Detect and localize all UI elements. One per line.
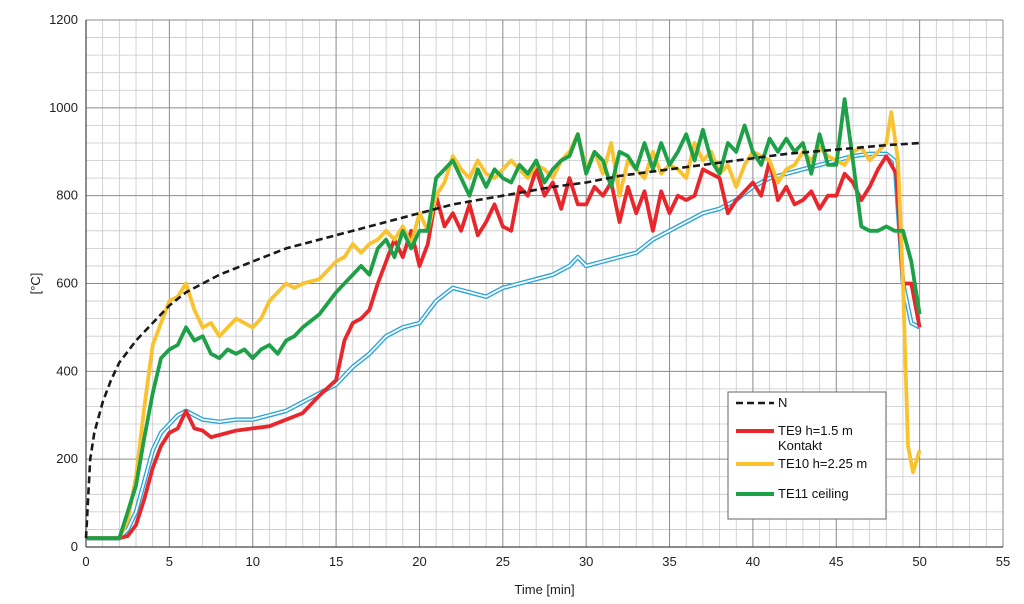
legend-label: TE10 h=2.25 m: [778, 456, 867, 471]
y-tick-label: 600: [56, 276, 78, 291]
x-tick-label: 55: [996, 554, 1010, 569]
y-tick-label: 1200: [49, 12, 78, 27]
x-tick-label: 0: [82, 554, 89, 569]
x-tick-label: 45: [829, 554, 843, 569]
legend-label: TE9 h=1.5 m: [778, 423, 853, 438]
series-line-inner: [86, 152, 921, 540]
x-axis-label: Time [min]: [514, 582, 574, 597]
x-tick-label: 15: [329, 554, 343, 569]
y-tick-label: 800: [56, 188, 78, 203]
x-tick-label: 10: [245, 554, 259, 569]
series-layer: [84, 97, 922, 541]
y-tick-label: 0: [71, 539, 78, 554]
x-tick-label: 25: [496, 554, 510, 569]
x-tick-label: 35: [662, 554, 676, 569]
y-tick-label: 1000: [49, 100, 78, 115]
y-axis-label: [°C]: [28, 273, 43, 295]
y-tick-label: 200: [56, 451, 78, 466]
x-tick-label: 30: [579, 554, 593, 569]
series-line-te10: [86, 110, 922, 541]
series-line-te9: [86, 154, 922, 541]
legend-label: N: [778, 395, 787, 410]
x-tick-labels: 0 5 10 15 20 25 30 35 40 45 50 55: [82, 554, 1010, 569]
x-tick-label: 50: [912, 554, 926, 569]
series-line-te11: [86, 97, 922, 541]
x-tick-label: 5: [166, 554, 173, 569]
y-tick-label: 400: [56, 363, 78, 378]
x-tick-label: 40: [746, 554, 760, 569]
y-tick-labels: 0 200 400 600 800 1000 1200: [49, 12, 78, 554]
legend-label: TE11 ceiling: [778, 486, 849, 501]
legend-label: Kontakt: [778, 438, 822, 453]
series-line-unlabeled: [86, 151, 921, 541]
x-tick-label: 20: [412, 554, 426, 569]
series-line-n: [84, 141, 920, 539]
legend-box: [727, 391, 887, 520]
